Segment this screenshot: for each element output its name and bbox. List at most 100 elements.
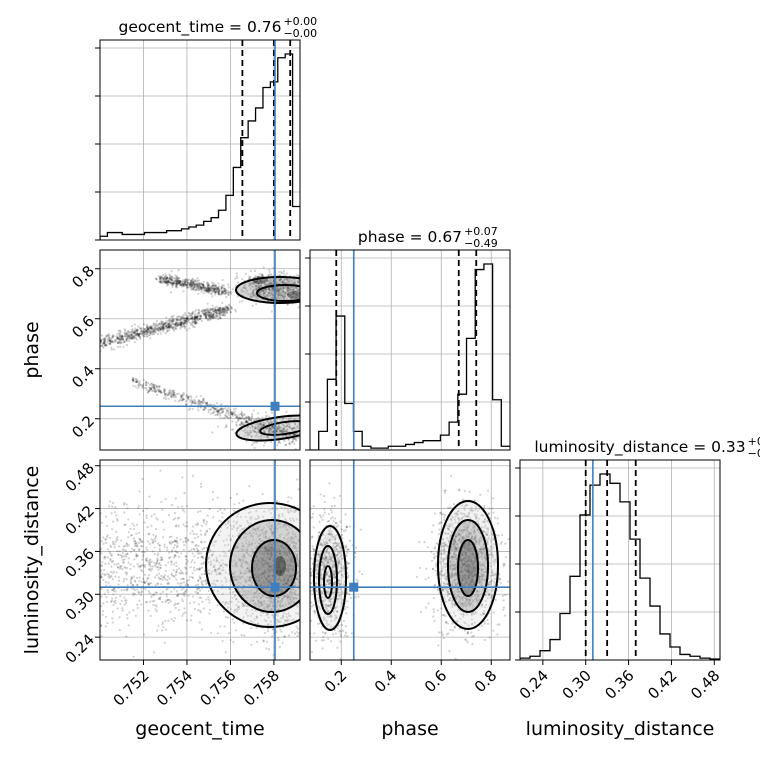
sample-point — [262, 574, 266, 577]
sample-point — [109, 340, 112, 343]
sample-point — [133, 548, 136, 552]
sample-point — [289, 290, 292, 293]
sample-point — [217, 289, 221, 292]
sample-point — [151, 565, 154, 568]
sample-point — [282, 537, 286, 541]
sample-point — [301, 292, 303, 294]
sample-point — [151, 390, 154, 393]
sample-point — [201, 284, 205, 287]
sample-point — [186, 583, 189, 586]
sample-point — [191, 320, 194, 323]
sample-point — [149, 561, 152, 564]
sample-point — [185, 322, 188, 326]
sample-point — [255, 295, 258, 298]
sample-point — [125, 331, 128, 335]
sample-point — [201, 399, 204, 402]
sample-point — [207, 408, 210, 412]
sample-point — [153, 546, 156, 549]
sample-point — [213, 284, 217, 288]
sample-point — [262, 423, 265, 426]
sample-point — [163, 280, 166, 284]
sample-point — [118, 335, 122, 338]
sample-point — [116, 566, 120, 569]
sample-point — [214, 568, 217, 572]
sample-point — [286, 423, 289, 426]
sample-point — [145, 507, 148, 510]
sample-point — [281, 418, 284, 421]
sample-point — [126, 330, 129, 333]
sample-point — [178, 277, 181, 280]
sample-point — [271, 573, 275, 576]
sample-point — [214, 291, 217, 294]
sample-point — [159, 389, 162, 392]
sample-point — [161, 325, 164, 328]
sample-point — [124, 332, 127, 335]
sample-point — [179, 582, 182, 585]
sample-point — [200, 288, 203, 291]
sample-point — [277, 294, 280, 297]
sample-point — [264, 289, 268, 292]
sample-point — [217, 290, 220, 294]
sample-point — [222, 310, 226, 313]
sample-point — [173, 395, 176, 398]
sample-point — [207, 283, 210, 286]
sample-point — [176, 318, 179, 321]
sample-point — [189, 400, 192, 404]
sample-point — [114, 540, 117, 543]
sample-point — [121, 336, 124, 339]
sample-point — [233, 609, 236, 612]
sample-point — [134, 330, 138, 333]
sample-point — [200, 319, 204, 322]
sample-point — [271, 297, 274, 300]
sample-point — [256, 297, 259, 300]
sample-point — [270, 431, 274, 434]
sample-point — [111, 572, 114, 575]
sample-point — [184, 325, 187, 328]
sample-point — [286, 528, 289, 531]
sample-point — [271, 532, 274, 535]
sample-point — [253, 430, 257, 433]
sample-point — [166, 598, 169, 601]
sample-point — [150, 524, 153, 527]
sample-point — [100, 334, 104, 337]
sample-point — [240, 410, 243, 413]
sample-point — [202, 521, 205, 524]
sample-point — [249, 431, 252, 434]
sample-point — [167, 581, 170, 584]
sample-point — [262, 294, 265, 297]
sample-point — [191, 283, 195, 286]
sample-point — [241, 423, 244, 426]
sample-point — [293, 584, 296, 587]
sample-point — [230, 305, 233, 309]
sample-point — [194, 320, 197, 323]
sample-point — [262, 293, 265, 296]
sample-point — [189, 283, 192, 286]
sample-point — [111, 610, 115, 613]
sample-point — [212, 316, 215, 319]
sample-point — [276, 287, 279, 290]
sample-point — [263, 281, 266, 285]
sample-point — [123, 566, 126, 569]
sample-point — [290, 587, 293, 590]
sample-point — [204, 315, 207, 318]
sample-point — [207, 315, 211, 318]
sample-point — [268, 591, 271, 594]
sample-point — [195, 288, 198, 291]
sample-point — [286, 424, 289, 428]
sample-point — [242, 499, 245, 502]
sample-point — [297, 426, 300, 430]
sample-point — [270, 420, 273, 424]
sample-point — [291, 437, 295, 441]
sample-point — [143, 633, 146, 636]
sample-point — [114, 575, 117, 578]
sample-point — [100, 338, 103, 341]
sample-point — [131, 378, 135, 381]
sample-point — [212, 317, 215, 320]
sample-point — [203, 285, 206, 288]
sample-point — [195, 313, 198, 316]
sample-point — [136, 379, 139, 382]
sample-point — [287, 536, 290, 539]
sample-point — [101, 343, 104, 346]
sample-point — [200, 566, 204, 569]
sample-point — [129, 579, 133, 582]
